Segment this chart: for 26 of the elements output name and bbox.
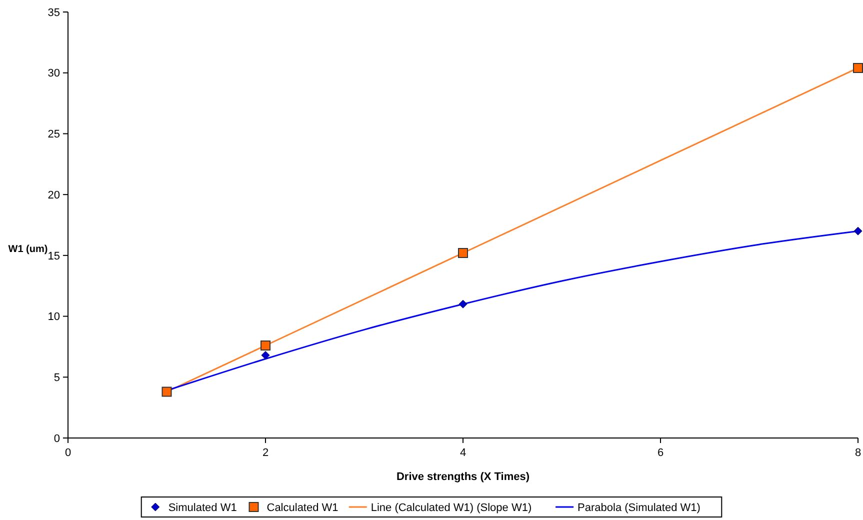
y-tick-label: 35 (48, 6, 60, 19)
y-tick-label: 5 (54, 372, 60, 384)
legend-label: Parabola (Simulated W1) (578, 502, 700, 514)
y-tick-label: 0 (54, 432, 60, 445)
point (261, 350, 270, 360)
x-axis-title: Drive strengths (X Times) (396, 471, 530, 483)
point (854, 226, 862, 236)
legend-label: Line (Calculated W1) (Slope W1) (370, 502, 532, 514)
point (458, 300, 468, 308)
y-tick-label: 25 (48, 128, 60, 141)
y-tick-label: 15 (48, 250, 60, 262)
y-tick-label: 10 (48, 311, 60, 324)
point (162, 386, 172, 397)
y-tick-label: 30 (48, 68, 60, 80)
point (458, 248, 468, 258)
y-axis-title: W1 (um) (8, 244, 48, 255)
x-tick-label: 6 (657, 447, 664, 459)
legend-label: Calculated W1 (266, 502, 338, 514)
y-tick-label: 20 (48, 189, 60, 202)
point (260, 340, 270, 350)
legend-label: Simulated W1 (168, 502, 237, 514)
x-tick-label: 8 (854, 447, 862, 459)
x-tick-label: 0 (64, 447, 72, 459)
point (853, 62, 863, 73)
x-tick-label: 2 (262, 447, 269, 459)
x-tick-label: 4 (460, 447, 466, 459)
